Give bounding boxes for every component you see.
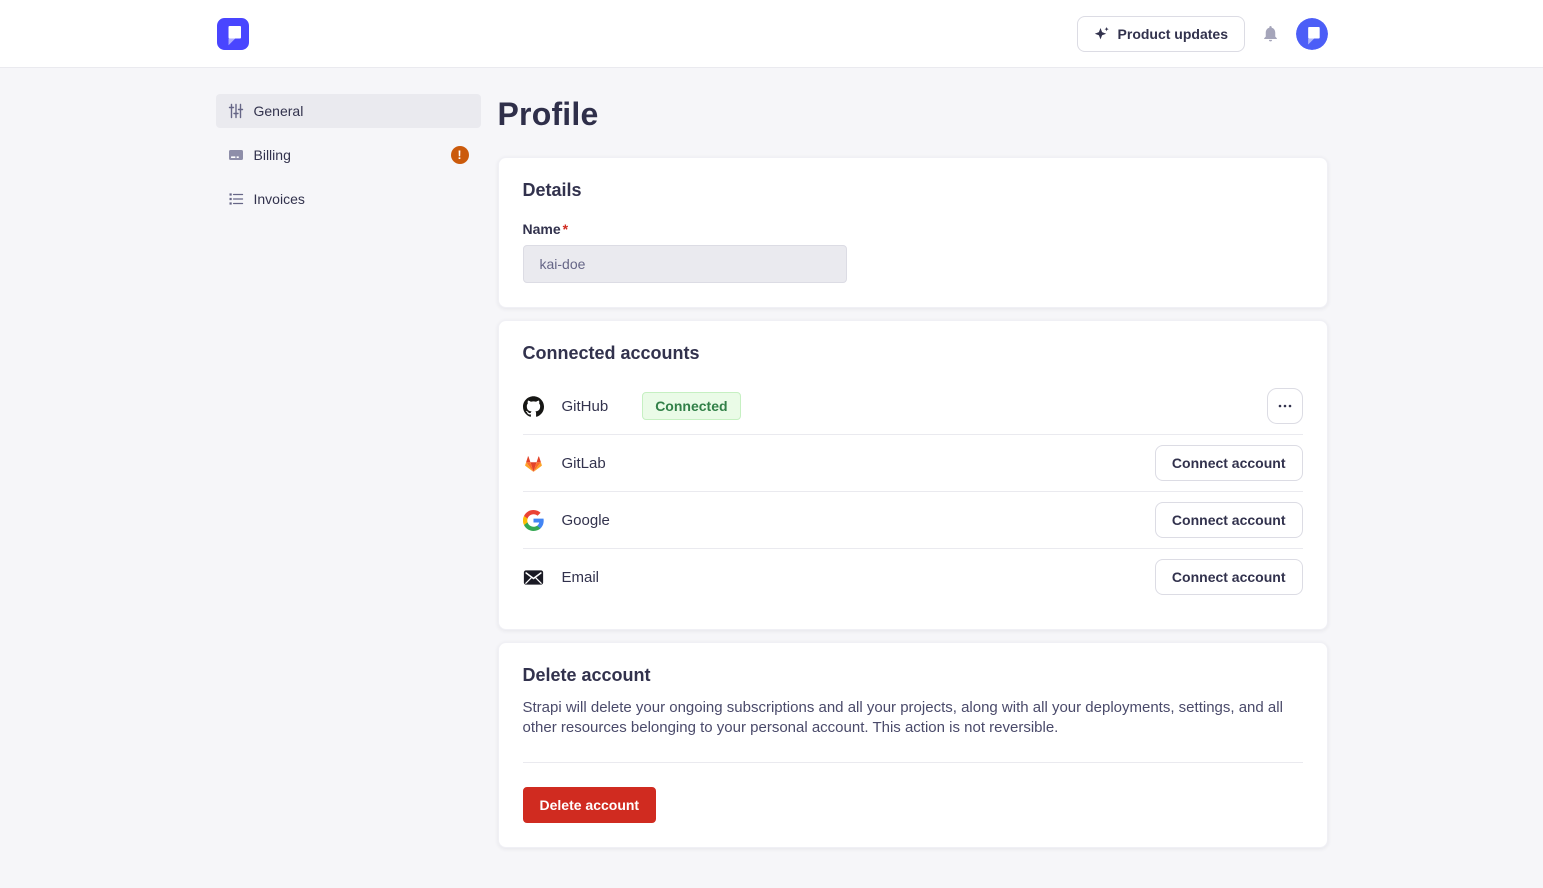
- accounts-list: GitHub Connected: [522, 378, 1303, 605]
- account-row-gitlab: GitLab Connect account: [522, 435, 1303, 492]
- top-header: Product updates: [0, 0, 1543, 68]
- connected-accounts-card: Connected accounts GitHub Connected: [497, 320, 1328, 630]
- notifications-bell-icon[interactable]: [1261, 24, 1280, 43]
- sidebar-item-label: General: [253, 103, 304, 119]
- delete-account-heading: Delete account: [522, 665, 651, 685]
- github-more-options-button[interactable]: [1266, 388, 1303, 424]
- github-icon: [523, 395, 545, 417]
- account-name: GitLab: [561, 454, 606, 472]
- account-row-email: Email Connect account: [523, 549, 1303, 605]
- page-title: Profile: [497, 96, 599, 132]
- gitlab-connect-account-button[interactable]: Connect account: [1154, 445, 1303, 481]
- name-input[interactable]: [522, 245, 847, 283]
- product-updates-label: Product updates: [1117, 25, 1228, 42]
- google-connect-account-button[interactable]: Connect account: [1154, 502, 1303, 538]
- account-row-github: GitHub Connected: [522, 378, 1303, 435]
- delete-account-card: Delete account Strapi will delete your o…: [497, 642, 1328, 848]
- invoice-icon: [228, 191, 244, 207]
- name-field: Name *: [522, 221, 1303, 283]
- google-icon: [523, 509, 545, 531]
- required-asterisk: *: [562, 221, 569, 237]
- strapi-logo-icon: [217, 17, 249, 50]
- strapi-logo[interactable]: [217, 17, 249, 50]
- ellipsis-icon: [1278, 404, 1291, 408]
- credit-card-icon: [228, 147, 244, 163]
- sidebar-item-label: Billing: [253, 147, 291, 163]
- sidebar-item-label: Invoices: [253, 191, 305, 207]
- settings-sidebar: General Billing !: [215, 94, 481, 216]
- profile-content: Profile Details Name* Connected accounts: [497, 94, 1328, 860]
- connected-status-badge: Connected: [642, 392, 741, 420]
- user-avatar[interactable]: [1296, 17, 1328, 50]
- sidebar-item-billing[interactable]: Billing !: [216, 138, 481, 172]
- account-name: Email: [561, 568, 600, 586]
- details-card: Details Name *: [497, 157, 1328, 308]
- billing-warning-badge: !: [450, 146, 469, 164]
- email-icon: [523, 567, 545, 588]
- account-row-google: Google Connect account: [522, 492, 1303, 549]
- gitlab-icon: [523, 453, 545, 474]
- sidebar-item-invoices[interactable]: Invoices: [216, 182, 481, 216]
- divider: [522, 762, 1303, 763]
- name-label: Name *: [522, 221, 569, 237]
- sidebar-item-general[interactable]: General: [215, 94, 481, 128]
- connected-accounts-heading: Connected accounts: [522, 343, 700, 363]
- delete-account-description: Strapi will delete your ongoing subscrip…: [522, 699, 1283, 736]
- delete-account-button[interactable]: Delete account: [522, 787, 657, 823]
- account-name: Google: [561, 511, 610, 529]
- avatar-strapi-icon: [1296, 17, 1328, 50]
- email-connect-account-button[interactable]: Connect account: [1154, 559, 1303, 595]
- page-body: General Billing !: [215, 68, 1328, 860]
- product-updates-button[interactable]: Product updates: [1076, 15, 1245, 52]
- header-actions: Product updates: [1076, 15, 1328, 52]
- sliders-icon: [228, 103, 244, 119]
- details-heading: Details: [522, 180, 582, 200]
- sparkles-icon: [1094, 26, 1110, 42]
- account-name: GitHub: [561, 397, 609, 415]
